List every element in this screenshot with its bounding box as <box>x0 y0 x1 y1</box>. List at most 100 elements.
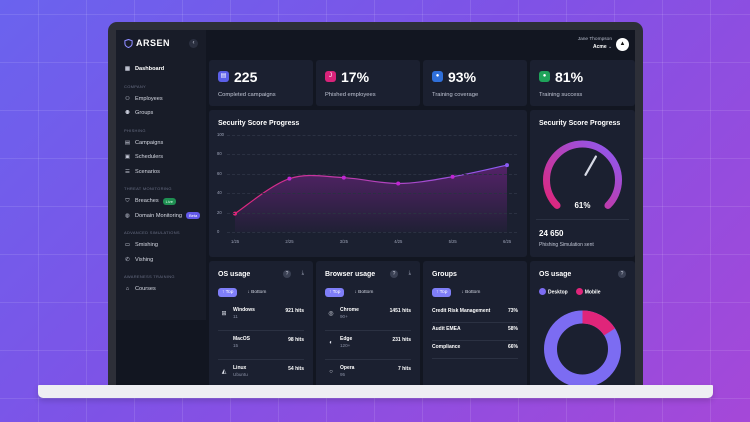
shield-logo-icon <box>124 38 133 48</box>
laptop-base <box>38 385 713 398</box>
legend-desktop[interactable]: Desktop <box>539 288 568 296</box>
list-item[interactable]: ◐ Edge 120+ 231 hits <box>316 335 420 355</box>
list-item[interactable]: Credit Risk Management 73% <box>432 305 518 323</box>
sidebar-item-schedulers[interactable]: ▣ Schedulers <box>124 150 204 165</box>
row-sub: 90+ <box>340 314 348 319</box>
sidebar-item-campaigns[interactable]: ▤ Campaigns <box>124 136 204 151</box>
list-item[interactable]: ○ Opera 95 7 hits <box>316 364 420 384</box>
sidebar-item-employees[interactable]: ⚇ Employees <box>124 92 204 107</box>
list-item[interactable]: ⊞ Windows 11 921 hits <box>209 306 313 326</box>
opera-icon: ○ <box>329 369 333 375</box>
stat-label: Training success <box>539 92 583 98</box>
download-icon[interactable]: ⤓ <box>408 270 411 276</box>
grid-line <box>227 173 517 175</box>
stat-card-campaigns[interactable]: ▤ 225 Completed campaigns <box>209 60 313 106</box>
sidebar-item-dashboard[interactable]: ▦ Dashboard <box>124 62 204 77</box>
tab-bottom[interactable]: ↓ Bottom <box>354 290 374 295</box>
logo-text: ARSEN <box>136 38 171 48</box>
sidebar-item-groups[interactable]: ⚉ Groups <box>124 106 204 121</box>
group-name: Compliance <box>432 344 461 350</box>
stat-value: 225 <box>234 69 258 85</box>
list-item[interactable]: Compliance 66% <box>432 341 518 359</box>
sidebar-item-label: Employees <box>135 95 163 102</box>
list-item[interactable]: MacOS 15 98 hits <box>209 335 313 355</box>
sidebar-item-label: Smishing <box>135 242 159 249</box>
grid-line <box>227 154 517 156</box>
shield-icon: ⛉ <box>125 197 130 204</box>
document-icon: ▤ <box>218 71 229 82</box>
sidebar-item-scenarios[interactable]: ☰ Scenarios <box>124 165 204 180</box>
sidebar-item-breaches[interactable]: ⛉ Breaches Live <box>124 194 204 209</box>
gauge-title: Security Score Progress <box>539 120 621 127</box>
help-icon[interactable]: ? <box>618 270 626 278</box>
x-tick-label: 5/25 <box>448 239 457 244</box>
tab-top[interactable]: ↑ Top <box>325 288 345 297</box>
sidebar-item-smishing[interactable]: ▭ Smishing <box>124 238 204 253</box>
chrome-icon: ◎ <box>328 311 334 317</box>
chevron-left-icon[interactable]: ‹ <box>189 39 198 48</box>
tab-bottom[interactable]: ↓ Bottom <box>461 290 481 295</box>
tab-bottom[interactable]: ↓ Bottom <box>247 290 267 295</box>
sidebar-item-domain-monitoring[interactable]: ◍ Domain Monitoring Beta <box>124 209 204 224</box>
avatar[interactable]: ▲ <box>616 37 629 51</box>
data-point[interactable] <box>341 175 346 180</box>
help-icon[interactable]: ? <box>390 270 398 278</box>
x-tick-label: 1/25 <box>231 239 240 244</box>
globe-icon: ◍ <box>125 212 130 219</box>
x-tick-label: 3/25 <box>339 239 348 244</box>
grid-icon: ▦ <box>124 66 131 73</box>
sidebar-item-label: Groups <box>135 110 154 117</box>
stat-card-phished[interactable]: J 17% Phished employees <box>316 60 420 106</box>
list-item[interactable]: Audit EMEA 58% <box>432 323 518 341</box>
divider <box>325 330 411 331</box>
gauge-chart <box>543 140 622 209</box>
tab-top[interactable]: ↑ Top <box>432 288 452 297</box>
stat-value: 17% <box>341 69 370 85</box>
hook-icon: J <box>325 71 336 82</box>
legend-mobile[interactable]: Mobile <box>575 288 601 296</box>
row-value: 921 hits <box>285 308 304 314</box>
y-tick-label: 20 <box>217 209 222 215</box>
download-icon[interactable]: ⤓ <box>301 270 304 276</box>
stat-label: Training coverage <box>432 92 479 98</box>
divider <box>218 330 304 331</box>
dashboard-screen: ARSEN ‹ ▦ Dashboard COMPANY ⚇ Employees … <box>116 30 635 386</box>
list-item[interactable]: ◭ Linux Ubuntu 54 hits <box>209 364 313 384</box>
list-item[interactable]: ◎ Chrome 90+ 1451 hits <box>316 306 420 326</box>
row-sub: Ubuntu <box>233 372 248 377</box>
data-point[interactable] <box>287 176 292 181</box>
divider <box>325 359 411 360</box>
sidebar-item-label: Scenarios <box>135 168 160 175</box>
donut-slice-mobile[interactable] <box>544 310 621 386</box>
y-tick-label: 100 <box>217 132 224 137</box>
sidebar-item-label: Vishing <box>135 256 154 263</box>
sent-value: 24 650 <box>539 229 564 238</box>
users-icon: ⚇ <box>124 95 130 102</box>
row-sub: 120+ <box>340 343 351 348</box>
stat-card-training-success[interactable]: ● 81% Training success <box>530 60 635 106</box>
row-name: Opera <box>340 365 355 371</box>
divider <box>536 219 629 220</box>
row-value: 54 hits <box>288 366 304 372</box>
stat-label: Completed campaigns <box>218 92 276 98</box>
user-icon: ● <box>432 71 443 82</box>
row-name: Windows <box>233 307 255 313</box>
help-icon[interactable]: ? <box>283 270 291 278</box>
sidebar-item-courses[interactable]: ⌂ Courses <box>124 282 204 297</box>
group-value: 58% <box>507 326 518 332</box>
user-menu[interactable]: Jane Thompson Acme ⌄ ▲ <box>578 37 629 51</box>
tab-top[interactable]: ↑ Top <box>218 288 238 297</box>
grid-line <box>227 193 517 195</box>
row-sub: 15 <box>233 343 239 348</box>
sidebar-item-vishing[interactable]: ✆ Vishing <box>124 253 204 268</box>
sidebar-section-title: AWARENESS TRAINING <box>124 274 175 279</box>
x-tick-label: 4/25 <box>394 239 403 244</box>
stat-card-training-coverage[interactable]: ● 93% Training coverage <box>423 60 527 106</box>
row-name: Edge <box>340 336 353 342</box>
app-logo[interactable]: ARSEN <box>124 38 170 48</box>
security-score-chart: Security Score Progress 0 20 40 60 80 100 1/2… <box>209 110 527 257</box>
data-point[interactable] <box>505 163 509 168</box>
data-point[interactable] <box>396 181 401 186</box>
series-line <box>234 164 508 215</box>
data-point[interactable] <box>450 174 455 179</box>
